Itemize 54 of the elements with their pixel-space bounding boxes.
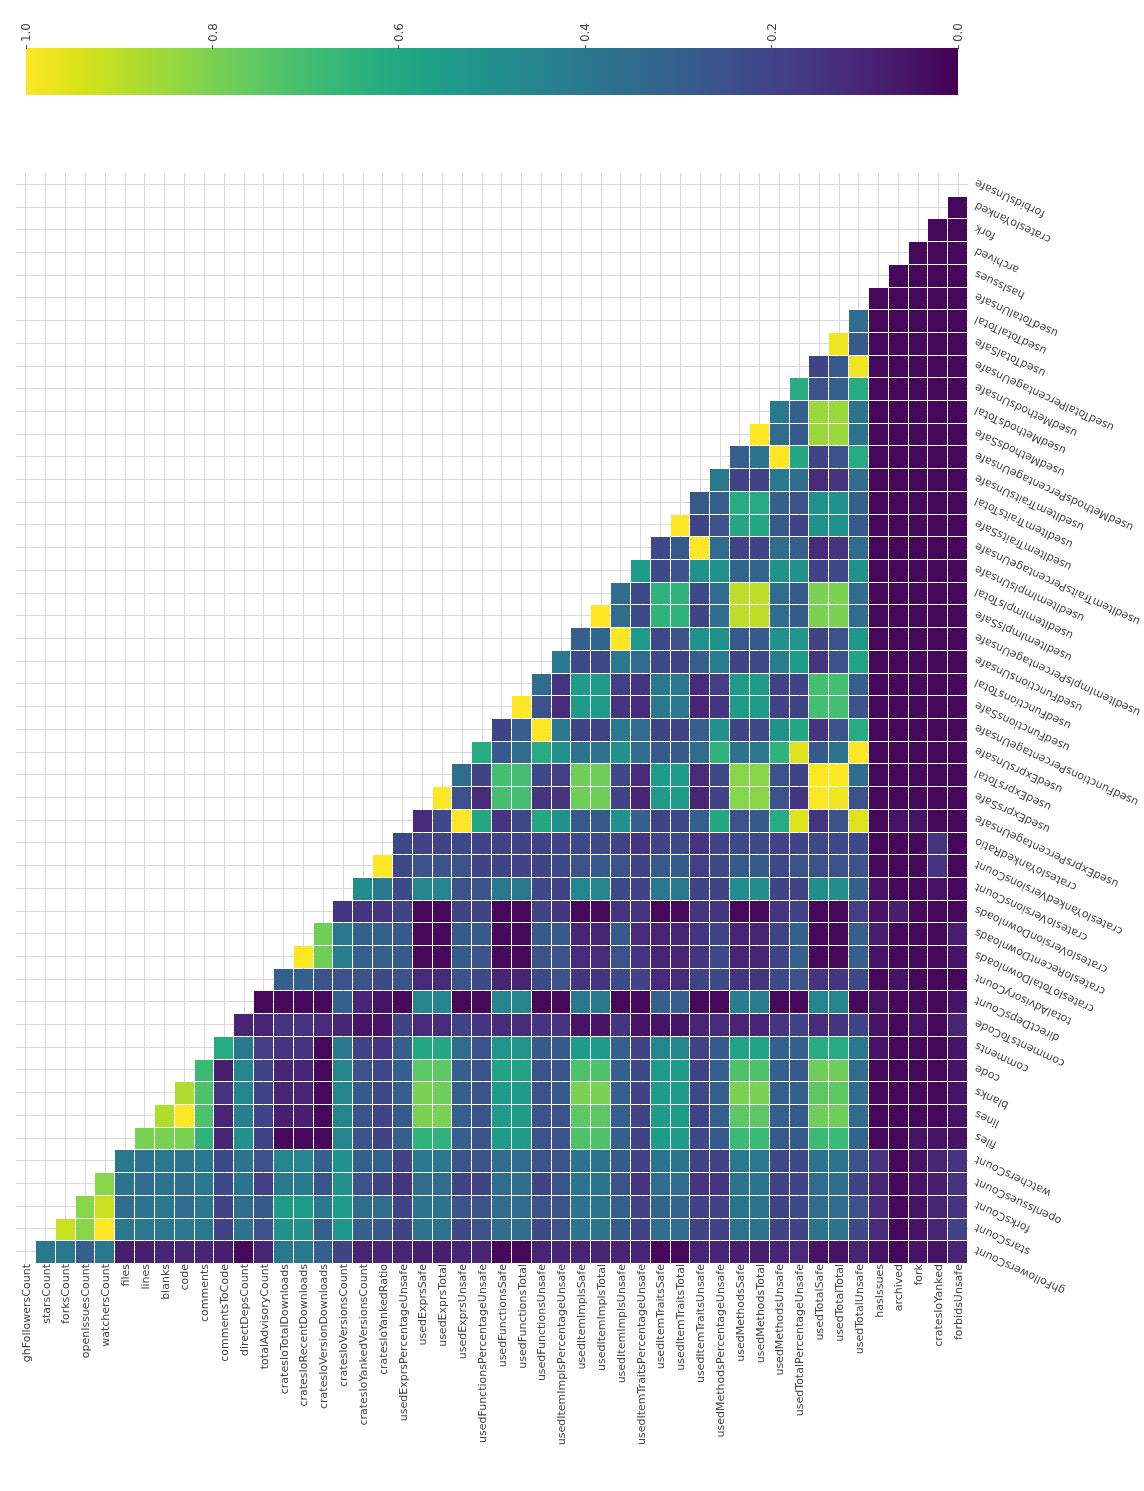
x-tick-label: usedExprsUnsafe [456, 1263, 470, 1360]
x-tick-label: directDepsCount [237, 1263, 251, 1357]
color-bar-label: 0.4 [578, 23, 593, 43]
y-tick-label: files [972, 1130, 999, 1152]
x-tick-label: cratesIoYankedRatio [376, 1263, 390, 1375]
x-tick-label: usedTotalPercentageUnsafe [793, 1263, 807, 1417]
x-tick-label: code [178, 1263, 192, 1291]
x-tick-label: usedTotalTotal [832, 1264, 846, 1342]
x-tick-label: usedItemTraitsSafe [654, 1263, 668, 1370]
x-tick-label: usedItemImplsUnsafe [614, 1263, 628, 1384]
x-tick-label: usedFunctionsSafe [495, 1263, 509, 1368]
x-tick-label: usedFunctionsTotal [515, 1264, 529, 1369]
x-tick-label: cratesIoTotalDownloads [277, 1263, 291, 1395]
color-bar-label: 0.2 [764, 23, 779, 43]
x-tick-label: usedItemImplsPercentageUnsafe [555, 1263, 569, 1446]
x-tick-label: lines [138, 1263, 152, 1290]
x-tick-label: usedItemTraitsUnsafe [694, 1263, 708, 1384]
x-tick-label: commentsToCode [218, 1263, 232, 1362]
color-bar-label: 0.6 [392, 23, 406, 43]
x-tick-label: usedMethodsPercentageUnsafe [713, 1263, 727, 1438]
x-tick-label: usedMethodsUnsafe [773, 1263, 787, 1376]
x-tick-label: usedItemTraitsPercentageUnsafe [634, 1263, 648, 1445]
x-tick-label: usedItemTraitsTotal [674, 1264, 688, 1371]
x-tick-label: blanks [158, 1263, 172, 1300]
x-tick-label: usedTotalSafe [813, 1263, 827, 1341]
x-tick-label: usedMethodsSafe [733, 1263, 747, 1362]
x-tick-label: fork [912, 1263, 926, 1286]
x-tick-label: files [118, 1263, 132, 1287]
color-bar-label: 0.0 [951, 23, 966, 43]
x-tick-label: openIssuesCount [79, 1263, 93, 1359]
x-tick-label: usedItemImplsSafe [575, 1263, 589, 1370]
x-tick-label: totalAdvisoryCount [257, 1263, 271, 1370]
x-tick-label: cratesIoVersionDownloads [317, 1263, 331, 1409]
x-tick-label: usedMethodsTotal [753, 1264, 767, 1364]
x-tick-label: cratesIoVersionsCount [337, 1263, 351, 1387]
x-tick-label: usedExprsSafe [416, 1263, 430, 1346]
x-tick-label: hasIssues [872, 1263, 886, 1318]
color-bar-label: 1.0 [19, 23, 34, 43]
x-tick-label: cratesIoRecentDownloads [297, 1263, 311, 1407]
x-tick-label: starsCount [39, 1263, 53, 1324]
x-tick-label: forksCount [59, 1263, 73, 1324]
x-tick-label: usedExprsTotal [436, 1264, 450, 1347]
color-bar-label: 0.8 [205, 23, 220, 43]
x-tick-label: usedFunctionsPercentageUnsafe [475, 1263, 489, 1443]
x-tick-label: usedFunctionsUnsafe [535, 1263, 549, 1382]
x-tick-label: usedExprsPercentageUnsafe [396, 1263, 410, 1422]
x-tick-label: ghFollowersCount [19, 1263, 33, 1363]
x-tick-label: usedTotalUnsafe [852, 1263, 866, 1355]
x-tick-label: cratesIoYankedVersionsCount [356, 1263, 370, 1426]
y-tick-label: lines [972, 1107, 1002, 1131]
x-tick-label: usedItemImplsTotal [594, 1264, 608, 1371]
x-tick-label: comments [198, 1263, 212, 1322]
x-tick-label: archived [892, 1264, 906, 1312]
x-tick-label: watchersCount [99, 1263, 113, 1347]
